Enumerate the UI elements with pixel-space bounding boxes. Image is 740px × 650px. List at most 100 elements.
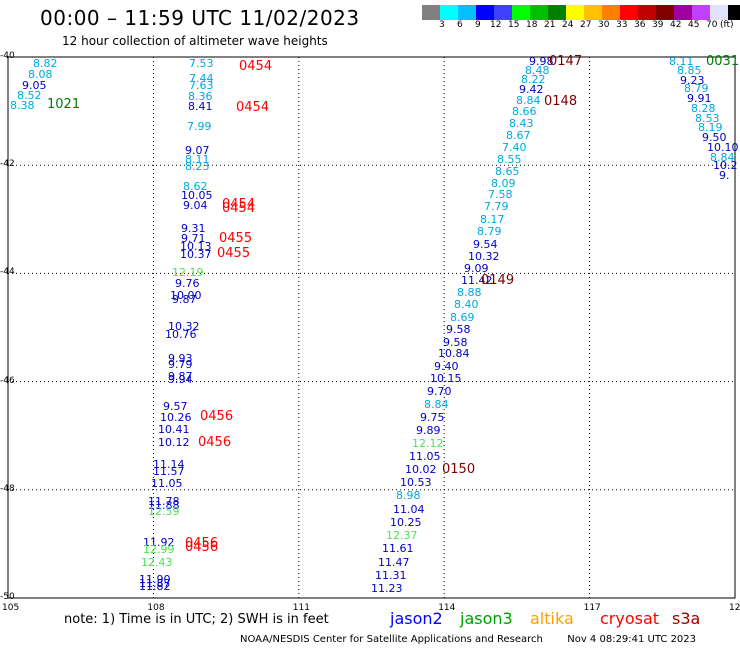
wave-height-value: 8.84 bbox=[424, 398, 449, 411]
wave-height-value: 10.10 bbox=[707, 141, 739, 154]
wave-height-value: 10.15 bbox=[430, 372, 462, 385]
legend-label: 15 bbox=[508, 20, 520, 30]
wave-height-value: 7.58 bbox=[488, 188, 513, 201]
wave-height-value: 8.52 bbox=[17, 89, 42, 102]
wave-height-value: 8.84 bbox=[710, 151, 735, 164]
wave-height-value: 7.53 bbox=[189, 57, 214, 70]
pass-time-label: 1021 bbox=[47, 97, 81, 112]
wave-height-value: 11.61 bbox=[382, 542, 414, 555]
wave-height-value: 9.07 bbox=[185, 144, 210, 157]
wave-height-value: 9.23 bbox=[680, 74, 705, 87]
legend-label: 21 bbox=[544, 20, 556, 30]
wave-height-value: 8.79 bbox=[477, 225, 502, 238]
legend-label: 42 bbox=[670, 20, 682, 30]
wave-height-value: 12.19 bbox=[172, 266, 204, 279]
wave-height-value: 9.87 bbox=[172, 293, 197, 306]
wave-height-value: 11.92 bbox=[143, 536, 175, 549]
wave-height-value: 9.58 bbox=[443, 336, 468, 349]
lat-tick-label: -50 bbox=[0, 592, 15, 602]
pass-time-label: 0454 bbox=[239, 59, 273, 74]
wave-height-value: 7.79 bbox=[484, 200, 509, 213]
wave-height-value: 10.25 bbox=[390, 516, 422, 529]
satellite-altika: altika bbox=[530, 609, 574, 628]
footer-note: note: 1) Time is in UTC; 2) SWH is in fe… bbox=[64, 612, 329, 627]
wave-height-value: 10.76 bbox=[165, 328, 197, 341]
wave-height-value: 8.67 bbox=[506, 129, 531, 142]
legend-swatch bbox=[422, 5, 440, 20]
wave-height-value: 7.99 bbox=[187, 120, 212, 133]
wave-height-value: 8.79 bbox=[684, 82, 709, 95]
wave-height-value: 8.11 bbox=[185, 153, 210, 166]
wave-height-value: 8.62 bbox=[183, 180, 208, 193]
wave-height-value: 8.65 bbox=[495, 165, 520, 178]
wave-height-value: 9.57 bbox=[163, 400, 188, 413]
wave-height-value: 11.88 bbox=[148, 499, 180, 512]
credit-timestamp: Nov 4 08:29:41 UTC 2023 bbox=[567, 634, 697, 645]
wave-height-value: 9.04 bbox=[183, 199, 208, 212]
wave-height-value: 9.40 bbox=[434, 360, 459, 373]
legend-label: 33 bbox=[616, 20, 628, 30]
legend-label: 9 bbox=[475, 20, 481, 30]
wave-height-value: 8.85 bbox=[677, 64, 702, 77]
satellite-jason3: jason3 bbox=[460, 609, 513, 628]
legend-label: 24 bbox=[562, 20, 574, 30]
legend-label: 70 bbox=[706, 20, 718, 30]
wave-height-value: 10.32 bbox=[168, 320, 200, 333]
wave-height-value: 9.75 bbox=[420, 411, 445, 424]
wave-height-value: 7.44 bbox=[189, 72, 214, 85]
wave-height-value: 10.02 bbox=[405, 463, 437, 476]
wave-height-value: 8.40 bbox=[454, 298, 479, 311]
wave-height-value: 9.79 bbox=[168, 358, 193, 371]
pass-time-label: 0456 bbox=[185, 540, 219, 555]
credit-text: NOAA/NESDIS Center for Satellite Applica… bbox=[240, 634, 543, 645]
satellite-jason2: jason2 bbox=[390, 609, 443, 628]
wave-height-value: 8.55 bbox=[497, 153, 522, 166]
lat-tick-label: -46 bbox=[0, 375, 15, 386]
wave-height-value: 11.05 bbox=[409, 450, 441, 463]
lon-tick-label: 108 bbox=[147, 603, 165, 613]
wave-height-value: 9.91 bbox=[687, 92, 712, 105]
satellite-s3a: s3a bbox=[672, 609, 701, 628]
wave-height-value: 11.23 bbox=[371, 582, 403, 595]
legend-swatch bbox=[548, 5, 566, 20]
page-subtitle: 12 hour collection of altimeter wave hei… bbox=[62, 34, 328, 48]
wave-height-value: 10.41 bbox=[158, 423, 190, 436]
wave-height-value: 12.99 bbox=[143, 543, 175, 556]
wave-height-value: 9.50 bbox=[702, 131, 727, 144]
wave-height-value: 8.82 bbox=[33, 57, 58, 70]
wave-height-value: 7.63 bbox=[189, 79, 214, 92]
wave-height-value: 11.05 bbox=[151, 477, 183, 490]
wave-height-value: 10.05 bbox=[181, 189, 213, 202]
map-frame bbox=[7, 56, 736, 599]
legend-swatch bbox=[656, 5, 674, 20]
wave-height-value: 12.43 bbox=[141, 556, 173, 569]
legend-swatch bbox=[728, 5, 740, 20]
legend-swatch bbox=[620, 5, 638, 20]
page-title: 00:00 – 11:59 UTC 11/02/2023 bbox=[40, 6, 360, 30]
wave-height-value: 8.19 bbox=[698, 121, 723, 134]
wave-height-value: 10.37 bbox=[180, 248, 212, 261]
wave-height-value: 9.71 bbox=[181, 232, 206, 245]
wave-height-value: 7.40 bbox=[502, 141, 527, 154]
legend-label: 39 bbox=[652, 20, 664, 30]
lon-tick-label: 111 bbox=[292, 603, 310, 613]
legend-swatch bbox=[710, 5, 728, 20]
pass-time-label: 0148 bbox=[544, 94, 578, 109]
wave-height-value: 8.38 bbox=[10, 99, 35, 112]
wave-height-value: 9.93 bbox=[168, 352, 193, 365]
legend-swatch bbox=[458, 5, 476, 20]
wave-height-value: 8.88 bbox=[457, 286, 482, 299]
pass-time-label: 0149 bbox=[481, 273, 515, 288]
wave-height-value: 9. bbox=[719, 169, 730, 182]
wave-height-value: 9.98 bbox=[529, 55, 554, 68]
pass-time-label: 0455 bbox=[219, 231, 253, 246]
pass-time-label: 0456 bbox=[200, 409, 234, 424]
wave-height-value: 11.04 bbox=[393, 503, 425, 516]
wave-height-value: 11.42 bbox=[461, 274, 493, 287]
wave-height-value: 8.53 bbox=[695, 112, 720, 125]
wave-height-value: 8.17 bbox=[480, 213, 505, 226]
footer-credit: NOAA/NESDIS Center for Satellite Applica… bbox=[240, 634, 696, 645]
lon-tick-label: 105 bbox=[2, 603, 20, 613]
pass-time-label: 0456 bbox=[198, 435, 232, 450]
